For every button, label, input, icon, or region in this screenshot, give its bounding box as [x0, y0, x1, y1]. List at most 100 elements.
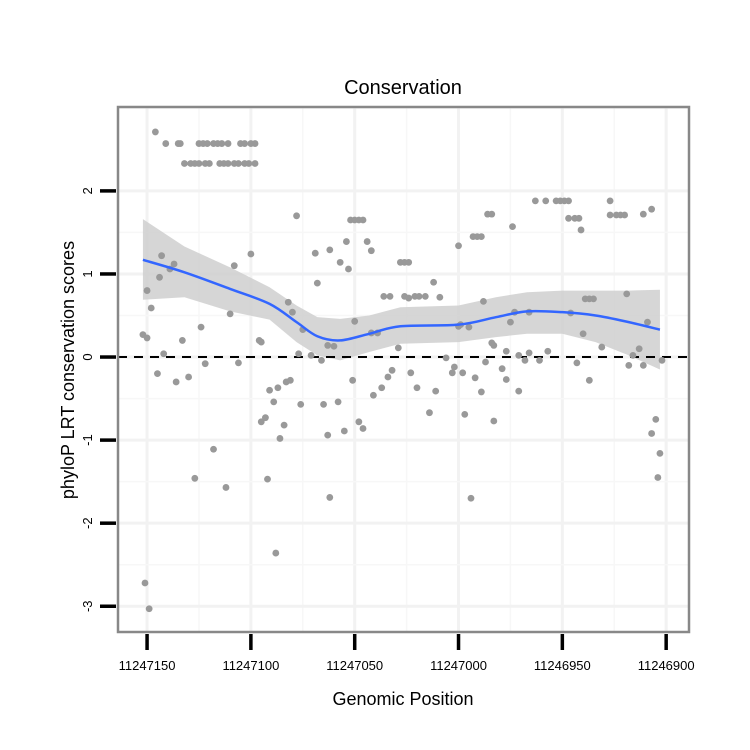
data-point [413, 384, 421, 392]
data-point [257, 418, 265, 426]
data-point [340, 427, 348, 435]
data-point [162, 140, 170, 147]
data-point [565, 197, 572, 205]
x-tick-label: 11246900 [638, 658, 695, 673]
data-point [369, 391, 377, 399]
y-axis-label: phyloP LRT conservation scores [58, 241, 78, 499]
data-point [455, 242, 462, 250]
data-point [343, 238, 350, 245]
data-point [151, 128, 159, 136]
data-point [363, 238, 371, 245]
data-point [405, 294, 413, 302]
data-point [477, 388, 485, 396]
data-point [490, 417, 498, 425]
data-point [507, 318, 514, 326]
data-point [313, 279, 321, 287]
data-point [145, 605, 153, 613]
data-point [509, 223, 516, 231]
data-point [542, 197, 550, 205]
data-point [297, 400, 305, 408]
data-point [585, 376, 593, 384]
data-point [480, 297, 487, 305]
data-point [326, 246, 334, 254]
data-point [502, 347, 510, 355]
data-point [270, 398, 278, 406]
data-point [426, 409, 433, 417]
data-point [378, 384, 386, 392]
data-point [210, 445, 217, 453]
chart-title: Conservation [344, 77, 462, 99]
data-point [488, 210, 496, 218]
data-point [536, 356, 543, 364]
data-point [436, 293, 444, 301]
data-point [154, 370, 161, 378]
data-point [274, 384, 282, 392]
data-point [575, 214, 583, 222]
data-point [573, 359, 581, 367]
smooth-line [142, 258, 661, 342]
data-point [432, 387, 440, 395]
data-point [442, 354, 450, 362]
y-tick-label: -3 [80, 600, 95, 612]
data-point [644, 318, 651, 326]
data-point [257, 338, 265, 346]
data-point [320, 400, 327, 408]
data-point [450, 363, 458, 371]
x-tick-label: 11247000 [430, 658, 487, 673]
data-point [652, 415, 660, 423]
data-point [324, 431, 332, 439]
data-point [276, 435, 284, 442]
data-point [178, 337, 186, 344]
data-point [334, 398, 342, 406]
data-point [654, 474, 662, 481]
data-point [185, 373, 192, 381]
y-axis: -3 -2 -1 0 1 2 [80, 187, 116, 612]
data-point [272, 549, 280, 557]
data-point [606, 197, 614, 205]
data-point [247, 250, 255, 258]
data-point [384, 373, 392, 381]
y-tick-label: -2 [80, 517, 95, 529]
data-point [531, 197, 539, 205]
data-point [318, 356, 325, 364]
data-point [367, 247, 375, 255]
data-point [415, 292, 423, 300]
data-point [280, 421, 288, 429]
data-point [201, 360, 209, 368]
data-point [226, 310, 234, 318]
data-point [264, 475, 271, 483]
data-point [289, 308, 296, 316]
data-point [172, 378, 180, 386]
data-point [222, 484, 230, 491]
data-point [405, 258, 413, 266]
data-point [461, 410, 469, 418]
data-point [629, 351, 637, 359]
data-point [235, 359, 242, 367]
plot-panel [118, 107, 689, 632]
data-point [621, 211, 629, 219]
data-point [307, 351, 315, 359]
data-point [394, 344, 402, 352]
data-point [262, 414, 269, 422]
data-point [158, 252, 166, 260]
data-point [197, 323, 205, 331]
data-point [421, 292, 429, 300]
data-point [471, 374, 479, 382]
x-tick-label: 11247100 [222, 658, 279, 673]
data-point [295, 350, 303, 358]
data-point [579, 330, 587, 338]
data-point [241, 140, 249, 147]
data-point [170, 260, 178, 268]
data-point [639, 210, 647, 218]
data-point [351, 317, 359, 325]
data-point [477, 233, 485, 240]
data-point [459, 369, 467, 377]
data-point [448, 369, 456, 377]
data-point [141, 579, 149, 587]
data-point [515, 387, 523, 395]
plot-frame [116, 105, 691, 634]
data-point [156, 273, 163, 281]
data-point [266, 386, 273, 394]
data-point [498, 365, 506, 373]
